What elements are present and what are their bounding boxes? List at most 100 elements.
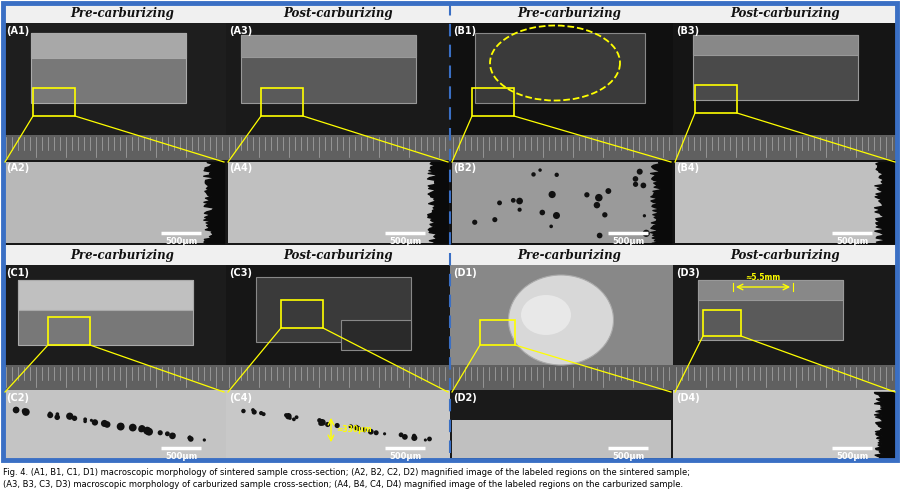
Bar xyxy=(18,280,193,310)
Text: Post-carburizing: Post-carburizing xyxy=(730,6,840,20)
Bar xyxy=(698,280,843,340)
Text: Pre-carburizing: Pre-carburizing xyxy=(70,6,175,20)
Text: 500μm: 500μm xyxy=(612,237,644,246)
Circle shape xyxy=(412,434,417,438)
Circle shape xyxy=(139,425,146,432)
Text: (D2): (D2) xyxy=(453,393,477,403)
Bar xyxy=(475,33,645,103)
Text: (C2): (C2) xyxy=(6,393,29,403)
Bar xyxy=(228,162,448,243)
Circle shape xyxy=(424,438,427,442)
Ellipse shape xyxy=(521,295,571,335)
Circle shape xyxy=(636,168,643,174)
Circle shape xyxy=(356,426,361,431)
Circle shape xyxy=(492,217,498,222)
Circle shape xyxy=(595,194,603,202)
Circle shape xyxy=(368,429,373,434)
Circle shape xyxy=(22,408,27,414)
Bar xyxy=(703,310,741,336)
Circle shape xyxy=(187,436,192,440)
Bar xyxy=(3,23,226,160)
Circle shape xyxy=(517,198,523,204)
Bar xyxy=(450,135,673,160)
Circle shape xyxy=(120,423,124,428)
Text: Pre-carburizing: Pre-carburizing xyxy=(518,6,621,20)
Bar xyxy=(472,88,514,116)
Bar xyxy=(3,390,226,460)
Bar xyxy=(693,35,858,55)
Circle shape xyxy=(549,224,553,228)
Circle shape xyxy=(292,418,296,421)
Circle shape xyxy=(399,432,403,437)
Bar xyxy=(48,317,90,345)
Circle shape xyxy=(285,413,292,420)
Circle shape xyxy=(428,436,432,442)
Bar xyxy=(3,245,897,265)
Circle shape xyxy=(319,419,326,426)
Circle shape xyxy=(172,433,176,436)
Text: (B3): (B3) xyxy=(676,26,699,36)
Bar xyxy=(450,160,673,245)
Bar xyxy=(673,23,897,160)
Text: (C1): (C1) xyxy=(6,268,29,278)
Circle shape xyxy=(584,192,590,198)
Bar xyxy=(450,365,673,390)
Circle shape xyxy=(411,435,418,441)
Text: Pre-carburizing: Pre-carburizing xyxy=(518,248,621,262)
Bar xyxy=(673,390,897,460)
Bar xyxy=(226,135,450,160)
Circle shape xyxy=(117,422,124,430)
Circle shape xyxy=(289,416,292,420)
Circle shape xyxy=(402,434,408,440)
Bar xyxy=(226,390,450,460)
Circle shape xyxy=(202,438,206,442)
Circle shape xyxy=(538,168,542,172)
Bar xyxy=(241,35,416,57)
Text: (A2): (A2) xyxy=(6,163,29,173)
Text: ≈330μm: ≈330μm xyxy=(336,426,372,434)
Bar xyxy=(31,33,186,58)
Circle shape xyxy=(497,200,502,205)
Text: 500μm: 500μm xyxy=(836,237,868,246)
Bar xyxy=(450,23,673,160)
Circle shape xyxy=(22,408,30,416)
Circle shape xyxy=(317,418,321,422)
Circle shape xyxy=(47,412,53,418)
Text: Fig. 4. (A1, B1, C1, D1) macroscopic morphology of sintered sample cross-section: Fig. 4. (A1, B1, C1, D1) macroscopic mor… xyxy=(3,468,690,477)
Circle shape xyxy=(188,436,192,438)
Circle shape xyxy=(602,212,608,218)
Circle shape xyxy=(188,436,194,442)
Text: ≈5.5mm: ≈5.5mm xyxy=(745,273,780,282)
Bar xyxy=(226,265,450,390)
Bar xyxy=(675,162,895,243)
Circle shape xyxy=(49,412,51,414)
Circle shape xyxy=(259,411,264,415)
Circle shape xyxy=(354,425,359,430)
Text: 500μm: 500μm xyxy=(165,237,197,246)
Bar xyxy=(450,390,673,460)
Bar xyxy=(241,35,416,103)
Circle shape xyxy=(319,419,323,424)
Bar xyxy=(480,320,515,345)
Circle shape xyxy=(294,416,299,419)
Bar xyxy=(3,160,226,245)
Bar xyxy=(341,320,411,350)
Text: (D1): (D1) xyxy=(453,268,477,278)
Circle shape xyxy=(643,230,650,237)
Text: 500μm: 500μm xyxy=(836,452,868,461)
Bar xyxy=(18,280,193,345)
Circle shape xyxy=(606,188,611,194)
Circle shape xyxy=(251,408,255,412)
Bar xyxy=(673,265,897,390)
Bar xyxy=(5,162,224,243)
Circle shape xyxy=(129,424,137,432)
Circle shape xyxy=(56,412,59,416)
Circle shape xyxy=(169,432,176,439)
Text: (C3): (C3) xyxy=(229,268,252,278)
Circle shape xyxy=(531,172,536,176)
Bar xyxy=(281,300,323,328)
Circle shape xyxy=(325,422,330,427)
Circle shape xyxy=(104,421,111,428)
Circle shape xyxy=(72,416,77,421)
Circle shape xyxy=(13,406,20,414)
